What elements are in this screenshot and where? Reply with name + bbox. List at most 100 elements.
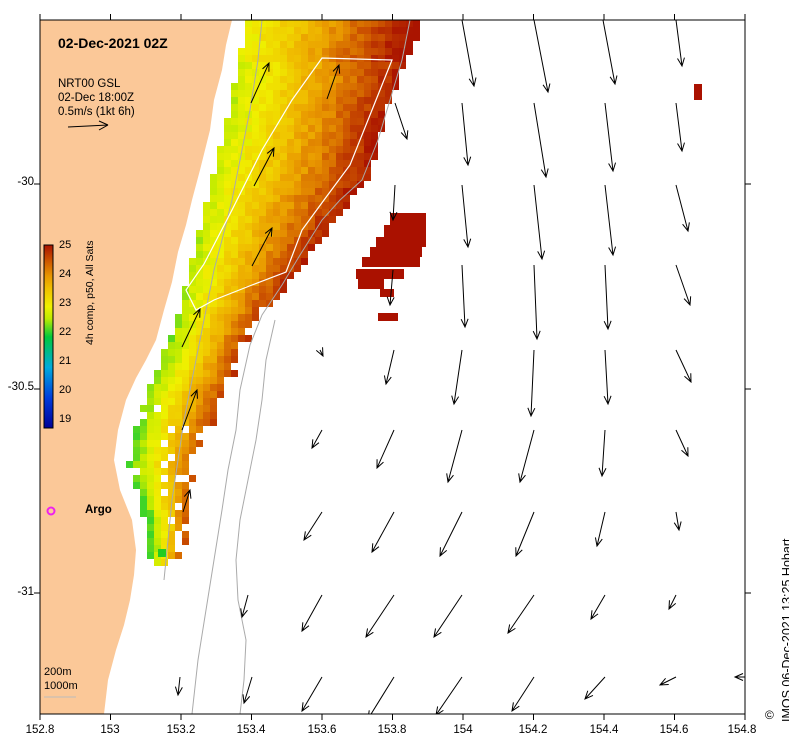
colorbar-swatch <box>44 423 53 425</box>
sst-cell <box>140 475 147 482</box>
sst-cell <box>175 363 182 370</box>
isobath-1000m <box>191 20 411 714</box>
colorbar-swatch <box>44 267 53 269</box>
sst-cell <box>133 482 140 489</box>
sst-cell <box>154 552 161 559</box>
sst-cell <box>350 69 357 76</box>
sst-cell <box>252 62 259 69</box>
sst-cell <box>336 202 343 209</box>
sst-cell <box>315 20 322 27</box>
sst-cell <box>210 377 217 384</box>
sst-cell <box>350 90 357 97</box>
sst-cell <box>273 202 280 209</box>
sst-cell <box>315 202 322 209</box>
colorbar-swatch <box>44 335 53 337</box>
colorbar-swatch <box>44 396 53 398</box>
colorbar-swatch <box>44 315 53 317</box>
sst-cell <box>175 335 182 342</box>
sst-cell <box>350 41 357 48</box>
sst-cell <box>294 104 301 111</box>
sst-cell <box>252 174 259 181</box>
sst-cell <box>168 405 175 412</box>
sst-cell <box>210 251 217 258</box>
sst-cell <box>231 244 238 251</box>
sst-cell <box>273 223 280 230</box>
sst-warm-patch <box>356 269 404 279</box>
sst-cell <box>168 433 175 440</box>
colorbar-swatch <box>44 416 53 418</box>
colorbar-swatch <box>44 328 53 330</box>
sst-cell <box>287 139 294 146</box>
sst-cell <box>189 433 196 440</box>
sst-cell <box>203 419 210 426</box>
sst-cell <box>231 342 238 349</box>
sst-cell <box>308 244 315 251</box>
sst-cell <box>182 531 189 538</box>
sst-cell <box>259 41 266 48</box>
sst-cell <box>175 370 182 377</box>
current-vector <box>182 488 192 513</box>
sst-cell <box>231 83 238 90</box>
current-vector <box>533 184 546 261</box>
sst-cell <box>217 349 224 356</box>
sst-cell <box>154 559 161 566</box>
sst-cell <box>364 83 371 90</box>
model-name: NRT00 GSL <box>58 78 121 90</box>
sst-cell <box>175 517 182 524</box>
sst-cell <box>217 202 224 209</box>
current-vector <box>181 388 198 431</box>
sst-cell <box>217 223 224 230</box>
sst-cell <box>315 237 322 244</box>
sst-cell <box>140 405 147 412</box>
sst-field <box>126 20 702 566</box>
colorbar-swatch <box>44 364 53 366</box>
sst-cell <box>273 55 280 62</box>
sst-cell <box>217 356 224 363</box>
sst-cell <box>245 20 252 27</box>
sst-cell <box>140 454 147 461</box>
sst-cell <box>301 27 308 34</box>
sst-cell <box>294 209 301 216</box>
sst-cell <box>329 111 336 118</box>
sst-cell <box>217 279 224 286</box>
sst-cell <box>168 363 175 370</box>
sst-cell <box>238 90 245 97</box>
sst-cell <box>189 279 196 286</box>
colorbar-swatch <box>44 259 53 261</box>
sst-cell <box>350 97 357 104</box>
current-vector <box>658 676 677 686</box>
sst-cell <box>259 244 266 251</box>
sst-cell <box>322 90 329 97</box>
sst-cell <box>245 69 252 76</box>
sst-cell <box>196 335 203 342</box>
current-vector <box>675 102 685 153</box>
sst-cell <box>252 293 259 300</box>
colorbar-swatch <box>44 393 53 395</box>
x-tick-label: 154.2 <box>518 724 548 736</box>
sst-cell <box>385 41 392 48</box>
sst-cell <box>189 475 196 482</box>
sst-cell <box>189 412 196 419</box>
sst-cell <box>252 195 259 202</box>
depth-legend-1000m: 1000m <box>44 680 78 692</box>
sst-cell <box>364 160 371 167</box>
colorbar-tick: 22 <box>59 326 72 338</box>
sst-cell <box>203 335 210 342</box>
current-vector <box>250 61 270 104</box>
sst-cell <box>252 223 259 230</box>
sst-cell <box>210 258 217 265</box>
colorbar-swatch <box>44 399 53 401</box>
sst-cell <box>189 314 196 321</box>
sst-cell <box>266 97 273 104</box>
sst-cell <box>336 97 343 104</box>
colorbar-swatch <box>44 353 53 355</box>
x-tick-label: 154.6 <box>659 724 689 736</box>
sst-cell <box>315 55 322 62</box>
sst-cell <box>147 419 154 426</box>
sst-cell <box>322 97 329 104</box>
argo-float-marker[interactable] <box>46 506 56 516</box>
sst-cell <box>168 545 175 552</box>
colorbar-swatch <box>44 372 53 374</box>
colorbar-swatch <box>44 352 53 354</box>
sst-cell <box>364 139 371 146</box>
